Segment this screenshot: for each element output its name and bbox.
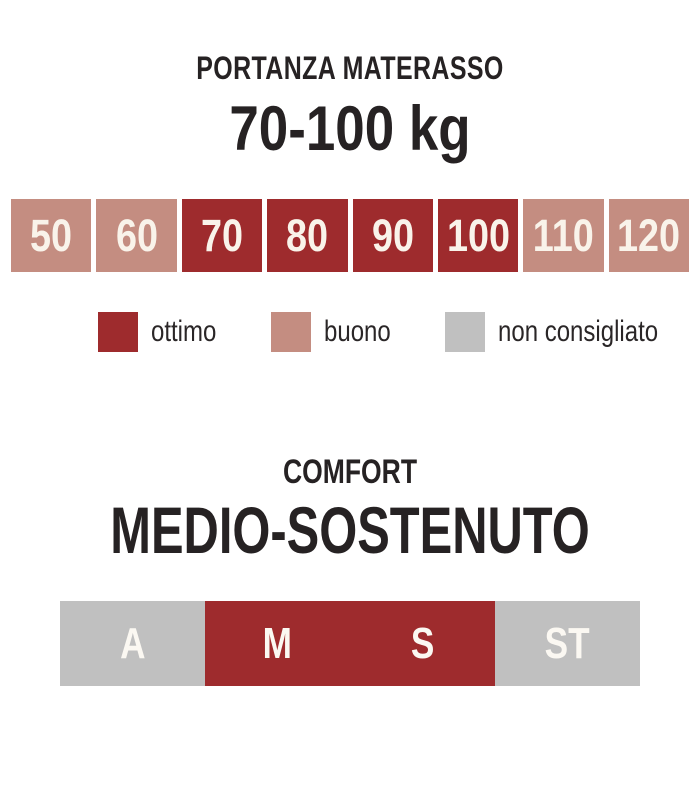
weight-cell-60: 60 xyxy=(96,199,177,272)
legend-label-buono: buono xyxy=(323,315,391,348)
weight-cell-110: 110 xyxy=(523,199,604,272)
weight-cell-label: 80 xyxy=(286,210,329,261)
weight-cell-80: 80 xyxy=(267,199,348,272)
weight-cell-label: 60 xyxy=(115,210,158,261)
comfort-level: MEDIO-SOSTENUTO xyxy=(110,493,590,567)
weight-cell-label: 110 xyxy=(532,210,594,261)
weight-cell-50: 50 xyxy=(11,199,92,272)
weight-cell-70: 70 xyxy=(181,199,263,272)
weight-cell-100: 100 xyxy=(437,199,519,272)
weight-cell-label: 120 xyxy=(617,210,681,261)
weight-cell-label: 90 xyxy=(371,210,414,261)
weight-cell-120: 120 xyxy=(608,199,689,272)
legend-label-non-consigliato: non consigliato xyxy=(498,315,659,348)
comfort-scale: A M S ST xyxy=(60,601,640,686)
weight-legend: ottimo buono non consigliato xyxy=(0,312,700,352)
legend-swatch-ottimo xyxy=(98,312,138,352)
legend-item-buono: buono xyxy=(270,312,407,352)
legend-swatch-non-consigliato xyxy=(445,312,486,352)
comfort-segment-label: ST xyxy=(544,618,590,668)
legend-item-ottimo: ottimo xyxy=(98,312,233,352)
legend-label-ottimo: ottimo xyxy=(151,315,217,348)
weight-scale: 50 60 70 80 90 100 110 120 xyxy=(11,199,689,272)
weight-cell-90: 90 xyxy=(352,199,433,272)
comfort-subtitle: COMFORT xyxy=(282,453,418,491)
comfort-segment-a: A xyxy=(60,601,205,686)
comfort-segment-label: A xyxy=(119,618,146,668)
weight-cell-label: 100 xyxy=(446,210,510,261)
portanza-subtitle: PORTANZA MATERASSO xyxy=(196,50,504,86)
comfort-segment-label: S xyxy=(410,618,435,668)
legend-swatch-buono xyxy=(270,312,311,352)
portanza-weight-range: 70-100 kg xyxy=(229,94,471,164)
comfort-segment-st: ST xyxy=(495,601,640,686)
comfort-segment-m: M xyxy=(205,601,350,686)
portanza-header: PORTANZA MATERASSO 70-100 kg xyxy=(0,0,700,161)
comfort-segment-label: M xyxy=(262,618,293,668)
comfort-segment-s: S xyxy=(350,601,495,686)
weight-cell-label: 50 xyxy=(30,210,73,261)
legend-item-non-consigliato: non consigliato xyxy=(445,312,698,352)
comfort-header: COMFORT MEDIO-SOSTENUTO xyxy=(0,455,700,563)
weight-cell-label: 70 xyxy=(200,210,243,261)
